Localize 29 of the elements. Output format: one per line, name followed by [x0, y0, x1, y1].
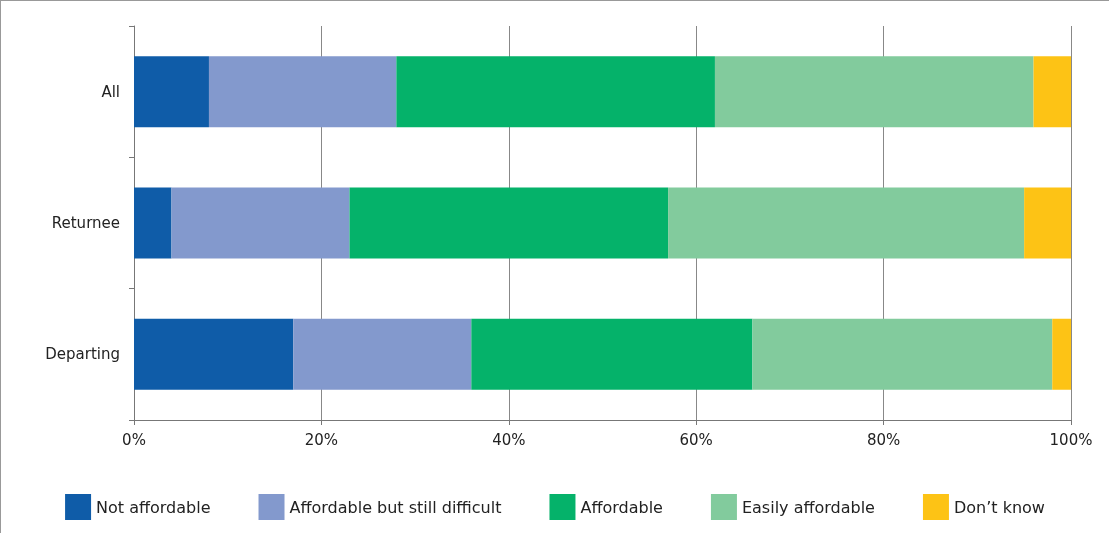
- legend-label: Don’t know: [953, 497, 1045, 517]
- bar: [752, 318, 1053, 390]
- bar: [396, 56, 715, 128]
- legend-label: Easily affordable: [741, 497, 875, 517]
- bar: [134, 318, 294, 390]
- bar: [349, 187, 669, 259]
- legend-label: Affordable: [580, 497, 663, 517]
- bar: [1052, 318, 1071, 390]
- bar: [714, 56, 1034, 128]
- x-tick-label: 20%: [304, 430, 339, 449]
- bar: [1033, 56, 1071, 128]
- bar: [668, 187, 1025, 259]
- bar: [171, 187, 350, 259]
- bar: [471, 318, 753, 390]
- y-tick-label: Returnee: [51, 214, 120, 232]
- bar: [134, 187, 172, 259]
- legend-label: Affordable but still difficult: [289, 497, 502, 517]
- legend-label: Not affordable: [96, 497, 211, 517]
- x-tick-label: 60%: [679, 430, 713, 449]
- bar: [134, 56, 209, 128]
- x-tick-label: 40%: [492, 430, 526, 449]
- x-tick-label: 0%: [122, 430, 146, 449]
- y-tick-label: All: [101, 82, 120, 101]
- y-tick-label: Departing: [45, 345, 120, 364]
- x-tick-label: 100%: [1049, 430, 1093, 449]
- bar: [293, 318, 472, 390]
- bar: [208, 56, 397, 128]
- x-tick-label: 80%: [866, 430, 901, 449]
- bar: [1024, 187, 1071, 259]
